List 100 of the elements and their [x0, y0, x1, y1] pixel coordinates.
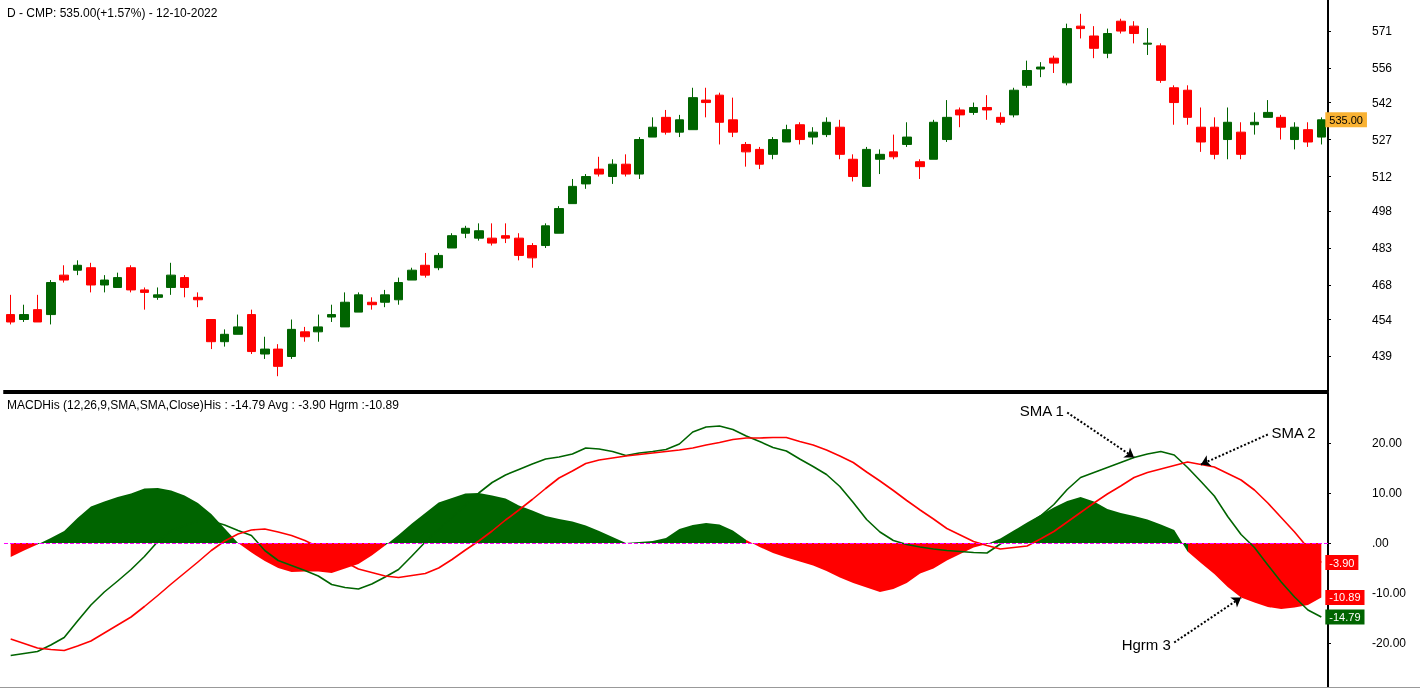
candlestick — [394, 277, 403, 306]
candlestick — [86, 262, 96, 293]
text: SMA 1 — [1019, 401, 1064, 419]
candlestick — [795, 121, 805, 145]
candlestick — [113, 272, 122, 288]
y-tick-label: 439 — [1372, 349, 1393, 364]
candlestick — [180, 274, 189, 298]
y-tick-label: 468 — [1372, 277, 1393, 292]
y-tick-label: 542 — [1372, 95, 1393, 110]
candlestick — [929, 119, 938, 160]
y-tick-label: 10.00 — [1372, 486, 1403, 500]
candlestick — [1223, 106, 1232, 160]
candlestick — [313, 314, 323, 343]
candlestick — [206, 319, 216, 350]
candlestick — [969, 102, 978, 116]
candlestick — [875, 148, 885, 175]
candlestick — [140, 286, 149, 311]
candlestick — [675, 114, 684, 138]
candlestick — [768, 136, 778, 160]
candlestick — [19, 304, 29, 323]
candlestick — [728, 97, 738, 138]
candlestick — [661, 109, 671, 136]
candlestick — [514, 232, 524, 261]
candlestick — [407, 267, 417, 281]
candlestick — [527, 242, 537, 269]
candlestick — [6, 294, 15, 325]
candlestick — [46, 279, 56, 325]
candlestick — [340, 291, 350, 328]
candlestick — [955, 106, 965, 128]
candlestick — [1183, 84, 1192, 126]
candlestick — [1009, 87, 1019, 118]
candlestick — [126, 264, 136, 293]
candlestick — [33, 294, 42, 323]
candlestick — [554, 205, 564, 234]
candlestick — [233, 314, 243, 335]
candlestick — [848, 153, 858, 182]
candlestick — [1236, 121, 1246, 160]
candlestick — [474, 222, 484, 242]
candlestick — [1103, 28, 1112, 59]
candlestick — [380, 289, 390, 308]
candlestick — [1062, 23, 1072, 86]
candlestick — [1156, 42, 1166, 84]
y-tick-label: 20.00 — [1372, 436, 1403, 450]
candlestick — [100, 274, 109, 293]
candlestick — [996, 111, 1005, 126]
candlestick — [461, 225, 470, 239]
candlestick — [273, 343, 283, 377]
candlestick — [688, 87, 698, 131]
candlestick — [755, 146, 764, 170]
candlestick — [822, 116, 831, 138]
candlestick — [1049, 55, 1059, 74]
candlestick — [541, 222, 550, 249]
data-label: -10.89 — [1329, 591, 1361, 604]
y-tick-label: 512 — [1372, 169, 1393, 184]
candlestick — [942, 99, 952, 143]
candlestick — [1250, 111, 1259, 136]
candlestick — [808, 126, 818, 145]
candlestick — [1169, 84, 1179, 126]
candlestick — [166, 262, 176, 296]
candlestick — [1317, 116, 1326, 145]
y-tick-label: 556 — [1372, 61, 1393, 76]
candlestick — [1076, 13, 1085, 39]
candlestick — [715, 92, 724, 145]
text: 535.00 — [1329, 113, 1363, 126]
y-tick-label: .00 — [1372, 536, 1390, 550]
candlestick — [487, 222, 497, 247]
candlestick — [902, 121, 912, 148]
candlestick — [581, 173, 591, 190]
candlestick — [327, 304, 336, 323]
candlestick — [287, 319, 296, 360]
candlestick — [915, 158, 925, 180]
text: Hgrm 3 — [1121, 636, 1171, 654]
y-tick-label: 527 — [1372, 132, 1393, 147]
candlestick — [1263, 99, 1273, 118]
candlestick — [1303, 121, 1313, 148]
candlestick — [1129, 20, 1139, 44]
candlestick — [501, 222, 510, 244]
candlestick — [1210, 116, 1219, 160]
candlestick — [247, 309, 256, 355]
candlestick — [73, 259, 82, 276]
candlestick — [420, 252, 430, 279]
candlestick — [1116, 18, 1126, 35]
candlestick — [447, 232, 457, 249]
candlestick — [354, 291, 363, 313]
candlestick — [648, 116, 657, 138]
candlestick — [889, 134, 898, 160]
text: SMA 2 — [1271, 424, 1316, 442]
data-label: -14.79 — [1329, 610, 1361, 623]
candlestick — [835, 119, 845, 160]
text: D - CMP: 535.00(+1.57%) - 12-10-2022 — [7, 6, 218, 20]
candlestick — [862, 146, 871, 187]
y-tick-label: 498 — [1372, 204, 1393, 219]
candlestick — [220, 328, 229, 348]
candlestick — [1036, 61, 1045, 78]
y-tick-label: -10.00 — [1372, 586, 1407, 600]
candlestick — [300, 326, 310, 343]
candlestick — [701, 87, 711, 118]
candlestick — [193, 291, 203, 308]
candlestick — [568, 178, 577, 205]
candlestick — [1276, 114, 1286, 141]
